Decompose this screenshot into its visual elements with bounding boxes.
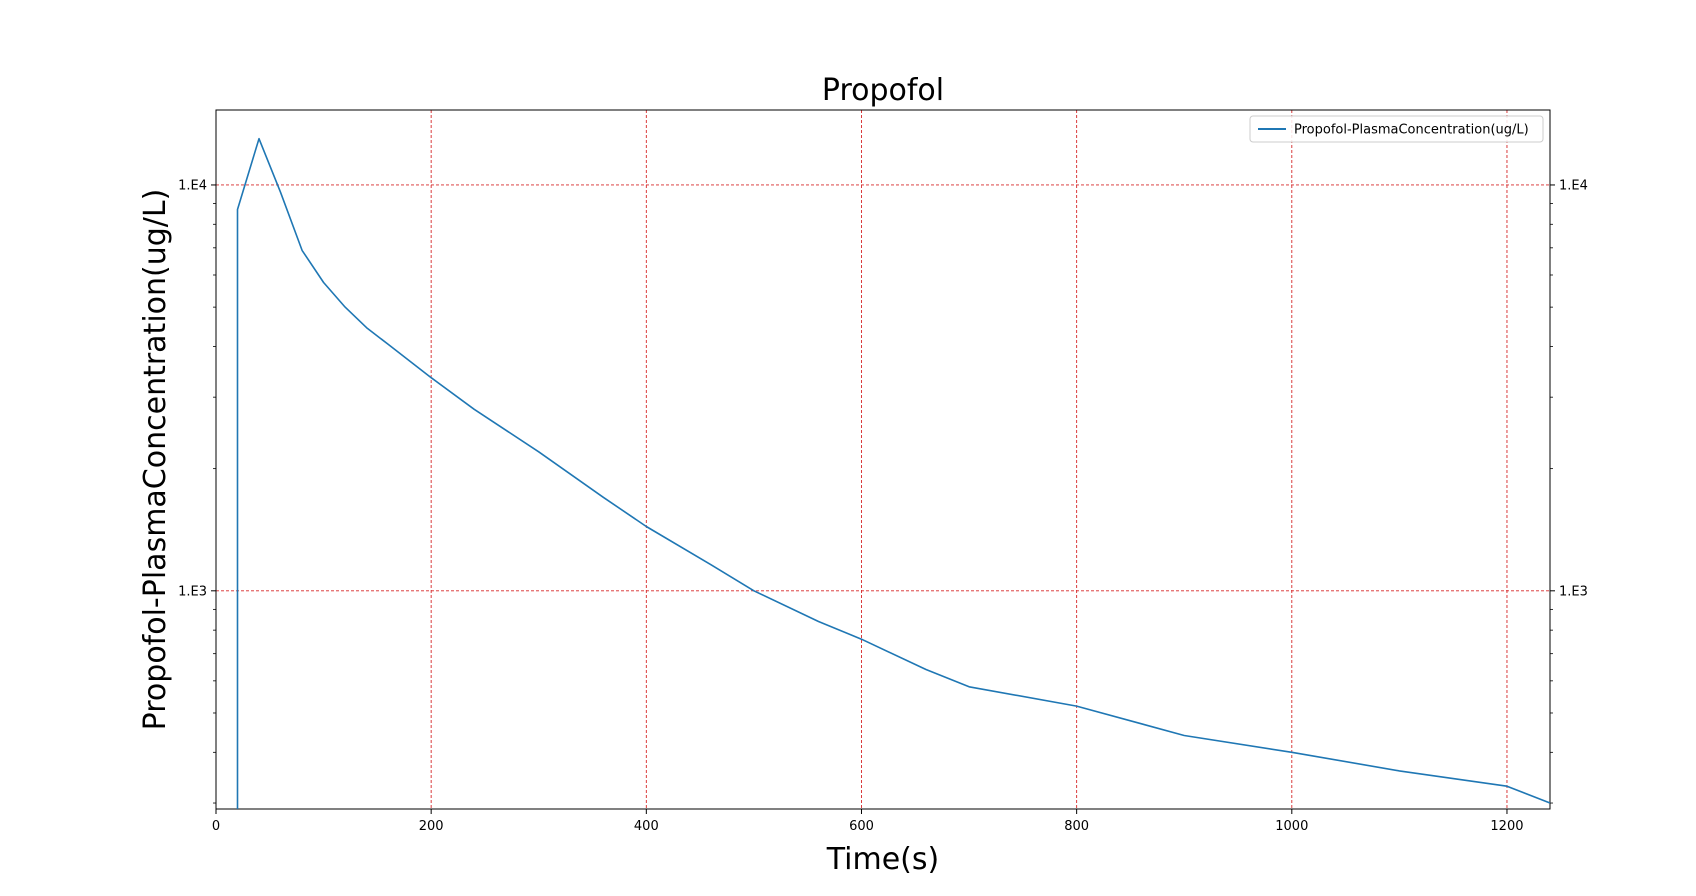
- legend-label: Propofol-PlasmaConcentration(ug/L): [1294, 123, 1529, 138]
- y-tick-label-left: 1.E4: [178, 178, 207, 193]
- x-tick-label: 1200: [1490, 819, 1523, 834]
- axis-ticks: 0 200 400 600 800 1000 1200 1.E3 1.E3 1.E4 1.E4: [178, 178, 1588, 834]
- x-axis-label: Time(s): [826, 842, 939, 877]
- chart-title: Propofol: [822, 73, 944, 108]
- x-tick-label: 0: [212, 819, 220, 834]
- series-line-0: [236, 137, 1551, 809]
- x-tick-label: 1000: [1275, 819, 1308, 834]
- y-tick-label-left: 1.E3: [178, 584, 207, 599]
- plot-area-frame: [215, 109, 1551, 810]
- x-tick-label: 600: [849, 819, 874, 834]
- y-tick-label-right: 1.E3: [1559, 584, 1588, 599]
- x-tick-label: 800: [1064, 819, 1089, 834]
- legend: Propofol-PlasmaConcentration(ug/L): [1249, 115, 1544, 143]
- series-layer: [236, 137, 1551, 809]
- grid-lines: [216, 110, 1550, 809]
- y-axis-label: Propofol-PlasmaConcentration(ug/L): [138, 189, 173, 731]
- x-tick-label: 400: [634, 819, 659, 834]
- legend-box: [1249, 115, 1544, 143]
- x-tick-label: 200: [419, 819, 444, 834]
- y-tick-label-right: 1.E4: [1559, 178, 1588, 193]
